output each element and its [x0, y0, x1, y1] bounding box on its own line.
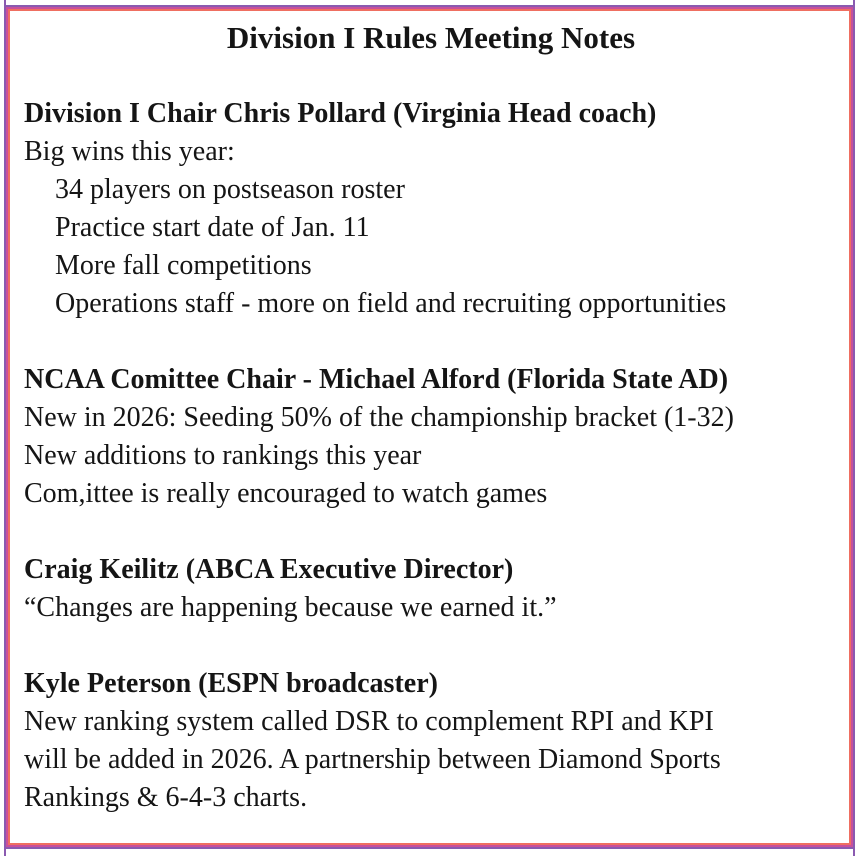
right-border-rail — [853, 0, 855, 856]
section: Craig Keilitz (ABCA Executive Director) … — [24, 551, 838, 627]
note-line: Com,ittee is really encouraged to watch … — [24, 478, 548, 509]
notes-document: Division I Rules Meeting Notes Division … — [24, 16, 838, 817]
note-line: New ranking system called DSR to complem… — [24, 706, 714, 737]
note-line: Practice start date of Jan. 11 — [55, 212, 370, 243]
note-line: Rankings & 6-4-3 charts. — [24, 782, 308, 813]
section-lines: “Changes are happening because we earned… — [24, 589, 838, 627]
section: NCAA Comittee Chair - Michael Alford (Fl… — [24, 361, 838, 513]
left-border-rail — [4, 0, 6, 856]
note-line: “Changes are happening because we earned… — [24, 592, 557, 623]
section-heading: NCAA Comittee Chair - Michael Alford (Fl… — [24, 364, 729, 395]
sections: Division I Chair Chris Pollard (Virginia… — [24, 95, 838, 817]
section: Kyle Peterson (ESPN broadcaster) New ran… — [24, 665, 838, 817]
note-line: 34 players on postseason roster — [55, 174, 405, 205]
section-heading: Division I Chair Chris Pollard (Virginia… — [24, 98, 657, 129]
section: Division I Chair Chris Pollard (Virginia… — [24, 95, 838, 323]
note-line: New additions to rankings this year — [24, 440, 422, 471]
note-line: New in 2026: Seeding 50% of the champion… — [24, 402, 734, 433]
section-lines: Big wins this year: 34 players on postsea… — [24, 133, 838, 323]
section-heading: Craig Keilitz (ABCA Executive Director) — [24, 554, 514, 585]
note-line: More fall competitions — [55, 250, 312, 281]
note-line: will be added in 2026. A partnership bet… — [24, 744, 721, 775]
section-lines: New in 2026: Seeding 50% of the champion… — [24, 399, 838, 513]
section-lines: New ranking system called DSR to complem… — [24, 703, 838, 817]
note-line: Big wins this year: — [24, 136, 235, 167]
note-line: Operations staff - more on field and rec… — [55, 288, 727, 319]
section-heading: Kyle Peterson (ESPN broadcaster) — [24, 668, 438, 699]
document-title: Division I Rules Meeting Notes — [226, 20, 636, 55]
